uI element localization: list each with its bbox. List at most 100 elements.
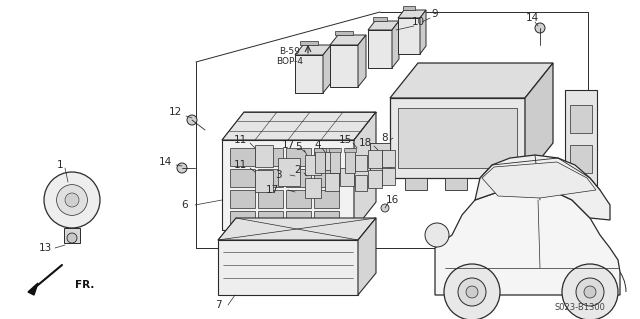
Polygon shape xyxy=(222,140,354,230)
Text: BOP-4: BOP-4 xyxy=(276,57,303,66)
Polygon shape xyxy=(435,190,620,295)
Polygon shape xyxy=(390,63,553,98)
Polygon shape xyxy=(286,169,311,187)
Text: 14: 14 xyxy=(525,13,539,23)
Polygon shape xyxy=(392,21,399,68)
Polygon shape xyxy=(258,148,283,166)
Polygon shape xyxy=(482,162,596,198)
Polygon shape xyxy=(570,145,592,173)
Text: 14: 14 xyxy=(158,157,172,167)
Polygon shape xyxy=(315,148,325,173)
Text: 1: 1 xyxy=(57,160,63,170)
Circle shape xyxy=(444,264,500,319)
Polygon shape xyxy=(295,45,331,55)
Polygon shape xyxy=(368,150,382,168)
Polygon shape xyxy=(368,30,392,68)
Polygon shape xyxy=(480,178,502,190)
Text: 17: 17 xyxy=(282,140,294,150)
Polygon shape xyxy=(314,169,339,187)
Polygon shape xyxy=(314,190,339,208)
Text: 16: 16 xyxy=(385,195,399,205)
Text: 3: 3 xyxy=(275,170,282,180)
Polygon shape xyxy=(230,190,255,208)
Polygon shape xyxy=(258,190,283,208)
Polygon shape xyxy=(475,155,610,220)
Polygon shape xyxy=(28,283,38,295)
Circle shape xyxy=(576,278,604,306)
Polygon shape xyxy=(286,148,311,166)
Text: 5: 5 xyxy=(294,142,301,152)
Circle shape xyxy=(535,23,545,33)
Polygon shape xyxy=(314,211,339,229)
Circle shape xyxy=(44,172,100,228)
Polygon shape xyxy=(355,175,367,191)
Polygon shape xyxy=(286,211,311,229)
Polygon shape xyxy=(314,148,326,152)
Polygon shape xyxy=(382,150,395,167)
Polygon shape xyxy=(398,10,426,18)
Polygon shape xyxy=(445,178,467,190)
Polygon shape xyxy=(405,178,427,190)
Polygon shape xyxy=(323,45,331,93)
Polygon shape xyxy=(570,180,592,208)
Polygon shape xyxy=(330,35,366,45)
Polygon shape xyxy=(355,155,367,171)
Polygon shape xyxy=(230,211,255,229)
Text: 11: 11 xyxy=(234,160,246,170)
Polygon shape xyxy=(368,21,399,30)
Polygon shape xyxy=(345,148,355,173)
Polygon shape xyxy=(300,41,318,45)
Polygon shape xyxy=(358,35,366,87)
Polygon shape xyxy=(354,112,376,230)
Text: 13: 13 xyxy=(38,243,52,253)
Text: 17: 17 xyxy=(266,185,278,195)
Text: S023-B1300: S023-B1300 xyxy=(555,303,605,313)
Text: 8: 8 xyxy=(381,133,388,143)
Polygon shape xyxy=(330,148,340,173)
Polygon shape xyxy=(420,10,426,54)
Polygon shape xyxy=(218,240,358,295)
Polygon shape xyxy=(305,178,321,198)
Text: FR.: FR. xyxy=(75,280,94,290)
Polygon shape xyxy=(258,169,283,187)
Polygon shape xyxy=(570,105,592,133)
Circle shape xyxy=(65,193,79,207)
Text: 11: 11 xyxy=(234,135,246,145)
Polygon shape xyxy=(64,228,80,243)
Polygon shape xyxy=(403,6,415,10)
Polygon shape xyxy=(398,18,420,54)
Text: 4: 4 xyxy=(315,140,321,150)
Circle shape xyxy=(584,286,596,298)
Polygon shape xyxy=(330,45,358,87)
Text: 15: 15 xyxy=(339,135,351,145)
Text: 10: 10 xyxy=(412,17,424,27)
Polygon shape xyxy=(358,218,376,295)
Text: 2: 2 xyxy=(294,165,301,175)
Circle shape xyxy=(381,204,389,212)
Polygon shape xyxy=(230,148,255,166)
Polygon shape xyxy=(295,55,323,93)
Text: 12: 12 xyxy=(168,107,182,117)
Polygon shape xyxy=(382,168,395,185)
Circle shape xyxy=(425,223,449,247)
Polygon shape xyxy=(305,155,321,175)
Polygon shape xyxy=(373,17,387,21)
Polygon shape xyxy=(218,218,376,240)
Circle shape xyxy=(458,278,486,306)
Polygon shape xyxy=(325,152,339,170)
Polygon shape xyxy=(370,143,390,173)
Polygon shape xyxy=(525,63,553,178)
Polygon shape xyxy=(258,211,283,229)
Circle shape xyxy=(56,185,88,215)
Text: 7: 7 xyxy=(214,300,221,310)
Polygon shape xyxy=(286,190,311,208)
Circle shape xyxy=(187,115,197,125)
Polygon shape xyxy=(368,170,382,188)
Polygon shape xyxy=(344,148,356,152)
Polygon shape xyxy=(398,108,517,168)
Polygon shape xyxy=(335,31,353,35)
Polygon shape xyxy=(255,170,273,192)
Polygon shape xyxy=(278,158,300,186)
Polygon shape xyxy=(325,173,339,191)
Circle shape xyxy=(562,264,618,319)
